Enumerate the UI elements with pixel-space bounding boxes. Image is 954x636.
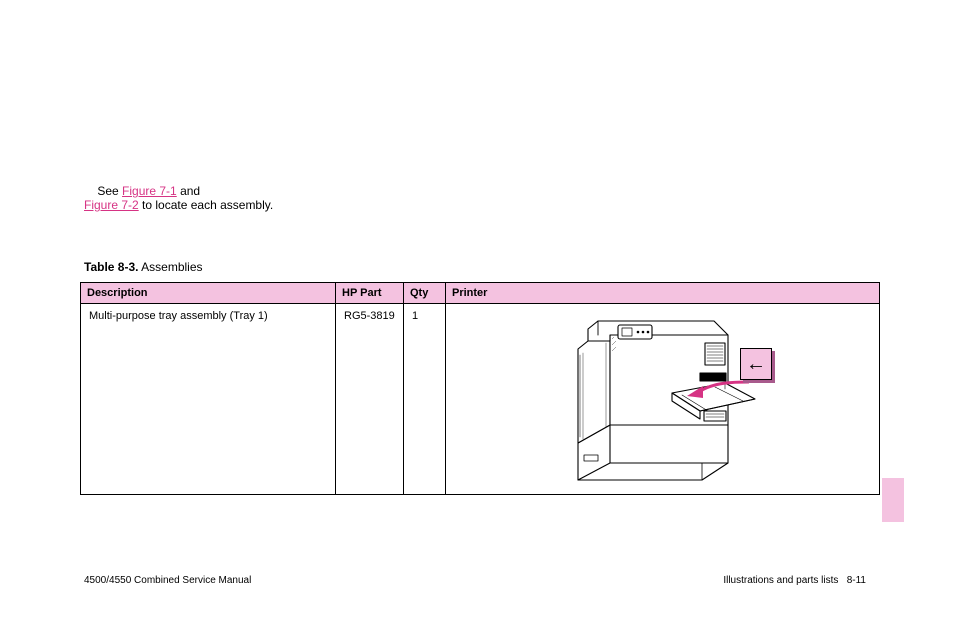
callout-badge: ← bbox=[740, 348, 774, 382]
left-arrow-icon: ← bbox=[746, 353, 766, 376]
table-row: Multi-purpose tray assembly (Tray 1) RG5… bbox=[81, 304, 880, 495]
footer-page-number: 8-11 bbox=[847, 575, 866, 586]
table-caption-text: Assemblies bbox=[141, 260, 202, 274]
cell-qty: 1 bbox=[404, 304, 446, 495]
cell-printer: ← bbox=[446, 304, 880, 495]
figure-reference: See Figure 7-1 and Figure 7-2 to locate … bbox=[84, 170, 273, 226]
footer-right: Illustrations and parts lists 8-11 bbox=[723, 575, 866, 586]
col-printer: Printer bbox=[446, 283, 880, 304]
fig-ref-prefix: See bbox=[97, 184, 122, 198]
assemblies-table: Description HP Part Qty Printer Multi-pu… bbox=[80, 282, 880, 495]
figure-7-2-link[interactable]: Figure 7-2 bbox=[84, 198, 139, 212]
cell-description: Multi-purpose tray assembly (Tray 1) bbox=[81, 304, 336, 495]
section-tab bbox=[882, 478, 904, 522]
figure-7-1-link[interactable]: Figure 7-1 bbox=[122, 184, 177, 198]
table-header-row: Description HP Part Qty Printer bbox=[81, 283, 880, 304]
fig-ref-mid: and bbox=[177, 184, 204, 198]
table-caption-label: Table 8-3. bbox=[84, 260, 138, 274]
col-hp-part: HP Part bbox=[336, 283, 404, 304]
page-footer: 4500/4550 Combined Service Manual Illust… bbox=[84, 575, 866, 586]
col-qty: Qty bbox=[404, 283, 446, 304]
printer-illustration-area: ← bbox=[450, 310, 875, 490]
col-description: Description bbox=[81, 283, 336, 304]
cell-part: RG5-3819 bbox=[336, 304, 404, 495]
fig-ref-suffix: to locate each assembly. bbox=[139, 198, 274, 212]
table-caption: Table 8-3. Assemblies bbox=[84, 260, 203, 274]
footer-right-label: Illustrations and parts lists bbox=[723, 575, 838, 586]
badge-face: ← bbox=[740, 348, 772, 380]
footer-left: 4500/4550 Combined Service Manual bbox=[84, 575, 251, 586]
